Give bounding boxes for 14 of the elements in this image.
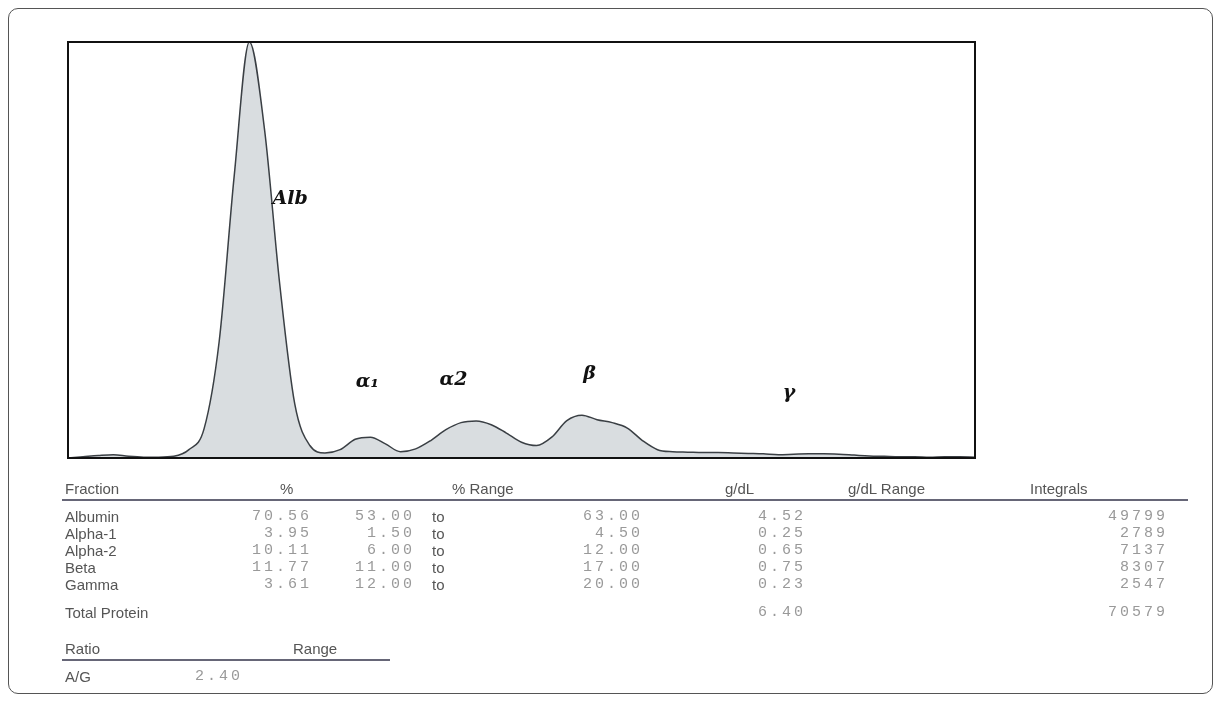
text: Alpha-1 3.95 1.50 to 4.50 0.25 2789: [65, 525, 1168, 542]
text: Beta 11.77 11.00 to 17.00 0.75 8307: [65, 559, 1168, 576]
text: Ratio Range: [65, 640, 338, 657]
text: Gamma 3.61 12.00 to 20.00 0.23 2547: [65, 576, 1168, 593]
annotation: γ: [782, 379, 797, 402]
text: Albumin 70.56 53.00 to 63.00 4.52 49799: [65, 508, 1168, 525]
annotation: α2: [439, 367, 468, 390]
annotation: α₁: [355, 369, 379, 392]
annotation: Alb: [270, 186, 308, 209]
text: Fraction % % Range g/dL g/dL Range Integrals: [65, 480, 1088, 497]
text: Alpha-2 10.11 6.00 to 12.00 0.65 7137: [65, 542, 1168, 559]
text: A/G 2.40: [65, 668, 244, 685]
annotation: β: [582, 360, 597, 383]
text: Total Protein 6.40 70579: [65, 604, 1168, 621]
